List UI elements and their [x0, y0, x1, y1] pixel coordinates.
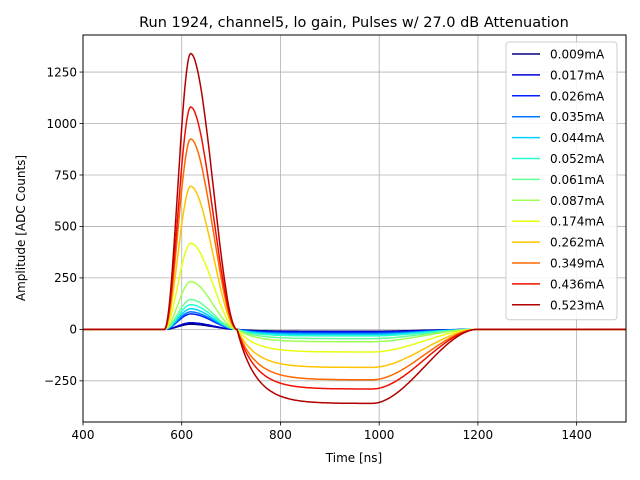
x-tick-label: 800: [269, 428, 292, 442]
x-tick-label: 1000: [364, 428, 395, 442]
x-tick-label: 1400: [561, 428, 592, 442]
legend-entry: 0.009mA: [550, 48, 605, 62]
legend-entry: 0.017mA: [550, 68, 605, 82]
series-line-0.009mA: [83, 323, 626, 332]
plot-frame: [82, 34, 627, 423]
chart-title: Run 1924, channel5, lo gain, Pulses w/ 2…: [139, 15, 569, 31]
legend-box: [505, 41, 618, 321]
series-line-0.017mA: [83, 322, 626, 333]
legend-entry: 0.262mA: [550, 236, 605, 250]
legend-entry: 0.436mA: [550, 277, 605, 291]
y-tick-label: 0: [69, 323, 77, 337]
legend-entry: 0.052mA: [550, 152, 605, 166]
series-lines: [83, 52, 626, 405]
x-tick-label: 600: [170, 428, 193, 442]
legend-entry: 0.061mA: [550, 173, 605, 187]
x-tick-label: 1200: [463, 428, 494, 442]
y-tick-label: 500: [54, 220, 77, 234]
y-tick-label: 1000: [46, 117, 77, 131]
y-tick-label: 750: [54, 168, 77, 182]
legend-entry: 0.087mA: [550, 194, 605, 208]
legend-entry: 0.044mA: [550, 131, 605, 145]
series-line-0.523mA: [83, 52, 626, 405]
legend-entry: 0.174mA: [550, 215, 605, 229]
x-axis-label: Time [ns]: [325, 451, 382, 465]
legend-entry: 0.349mA: [550, 257, 605, 271]
legend-entry: 0.523mA: [550, 298, 605, 312]
legend: 0.009mA 0.017mA 0.026mA 0.035mA 0.044mA 0.052…: [505, 41, 618, 321]
y-tick-label: 250: [54, 271, 77, 285]
y-axis-label: Amplitude [ADC Counts]: [14, 155, 28, 301]
x-tick-label: 400: [72, 428, 95, 442]
axis-ticks: 400 600 800 1000 1200 1400 −250 0 250 500 750 1000 1…: [44, 65, 592, 442]
legend-entry: 0.035mA: [550, 110, 605, 124]
legend-entry: 0.026mA: [550, 89, 605, 103]
y-tick-label: 1250: [46, 65, 77, 79]
y-tick-label: −250: [44, 374, 77, 388]
